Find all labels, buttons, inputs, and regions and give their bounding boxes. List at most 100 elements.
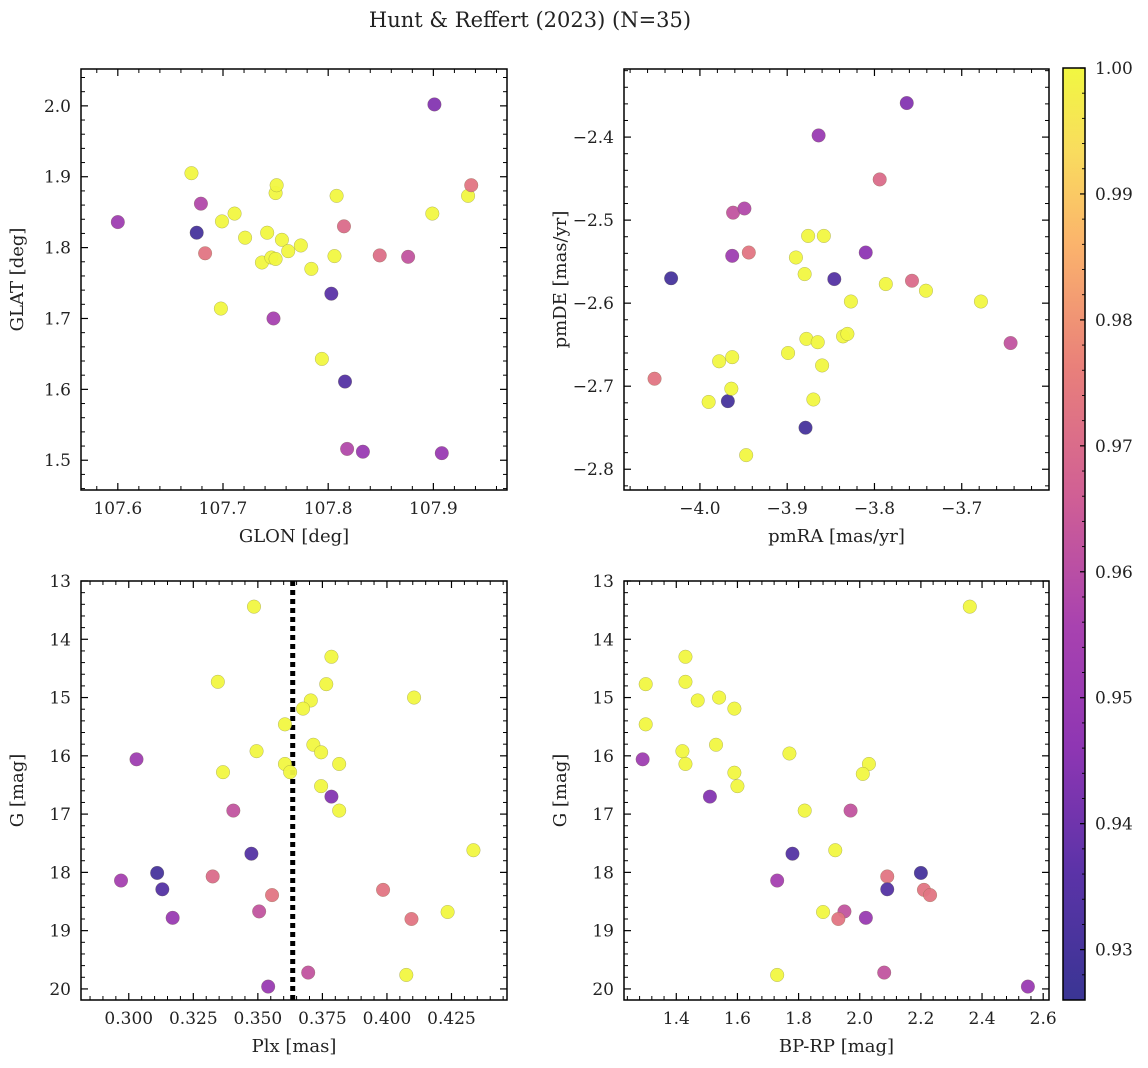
figure-title: Hunt & Reffert (2023) (N=35) (369, 8, 691, 32)
y-tick-label: 19 (592, 922, 614, 942)
data-point (827, 272, 842, 287)
y-axis-label: pmDE [mas/yr] (550, 211, 571, 349)
data-point (324, 286, 339, 301)
y-tick-label: 13 (592, 572, 614, 592)
y-tick-label: 13 (49, 572, 71, 592)
colorbar-tick-label: 0.97 (1095, 437, 1133, 457)
data-point (293, 238, 308, 253)
data-point (269, 178, 284, 193)
data-point (399, 967, 414, 982)
x-tick-label: −3.8 (854, 499, 895, 519)
data-point (466, 843, 481, 858)
data-point (797, 803, 812, 818)
plot-frame (80, 68, 508, 491)
data-point (274, 232, 289, 247)
y-tick-label: 15 (592, 689, 614, 709)
data-point (296, 701, 311, 716)
y-tick-label: −2.4 (573, 128, 614, 148)
x-tick-label: 2.2 (907, 1009, 934, 1029)
data-point (810, 335, 825, 350)
data-point (425, 206, 440, 221)
data-point (858, 245, 873, 260)
data-point (801, 228, 816, 243)
data-point (878, 277, 893, 292)
data-point (782, 746, 797, 761)
data-point (638, 717, 653, 732)
data-point (806, 392, 821, 407)
colorbar-tick-label: 0.93 (1095, 941, 1133, 961)
x-tick-label: 107.8 (304, 499, 353, 519)
x-tick-label: 0.425 (427, 1009, 476, 1029)
y-axis-label: G [mag] (550, 754, 571, 827)
data-point (664, 271, 679, 286)
data-point (770, 873, 785, 888)
data-point (855, 766, 870, 781)
x-tick-label: 0.350 (234, 1009, 283, 1029)
data-point (110, 215, 125, 230)
data-point (647, 371, 662, 386)
data-point (401, 249, 416, 264)
x-tick-label: 0.325 (169, 1009, 218, 1029)
y-axis-label: GLAT [deg] (7, 228, 28, 332)
data-point (193, 196, 208, 211)
data-point (283, 765, 298, 780)
data-point (788, 250, 803, 265)
data-point (880, 882, 895, 897)
data-point (277, 717, 292, 732)
data-point (244, 846, 259, 861)
y-tick-label: 20 (592, 980, 614, 1000)
data-point (265, 888, 280, 903)
data-point (690, 693, 705, 708)
x-axis-label: BP-RP [mag] (779, 1036, 894, 1057)
data-point (198, 246, 213, 261)
data-point (434, 446, 449, 461)
colorbar-tick-label: 0.99 (1095, 185, 1133, 205)
y-tick-label: 17 (49, 805, 71, 825)
data-point (214, 214, 229, 229)
x-axis-label: Plx [mas] (252, 1036, 337, 1057)
data-point (114, 873, 129, 888)
data-point (913, 865, 928, 880)
x-tick-label: 107.9 (409, 499, 458, 519)
x-tick-label: 2.0 (846, 1009, 873, 1029)
data-point (638, 677, 653, 692)
data-point (332, 803, 347, 818)
panel-plx-g: 0.300 0.325 0.350 0.375 0.400 0.425 13 14 15 16 17… (7, 572, 508, 1057)
data-point (1003, 336, 1018, 351)
data-point (314, 745, 329, 760)
data-point (816, 228, 831, 243)
data-point (701, 394, 716, 409)
data-point (329, 188, 344, 203)
y-tick-label: 1.6 (44, 380, 71, 400)
y-tick-label: 1.9 (44, 168, 71, 188)
data-point (843, 294, 858, 309)
y-tick-label: −2.6 (573, 294, 614, 314)
y-tick-label: 14 (49, 630, 71, 650)
colorbar: 0.93 0.94 0.95 0.96 0.97 0.98 0.99 1.00 (1062, 59, 1133, 1001)
y-tick-label: 16 (592, 747, 614, 767)
panel-glon-glat: 107.6 107.7 107.8 107.9 1.5 1.6 1.7 1.8 1.9 2.0 GL… (7, 68, 508, 547)
data-point (712, 354, 727, 369)
data-point (129, 752, 144, 767)
colorbar-tick-label: 1.00 (1095, 59, 1133, 79)
data-point (678, 649, 693, 664)
data-point (899, 96, 914, 111)
data-point (816, 905, 831, 920)
data-point (702, 789, 717, 804)
data-point (407, 690, 422, 705)
x-tick-label: 0.375 (298, 1009, 347, 1029)
panel-bprp-g: 1.4 1.6 1.8 2.0 2.2 2.4 2.6 13 14 15 16 17 18 19 20 BP-… (550, 572, 1057, 1057)
data-point (973, 294, 988, 309)
data-point (739, 448, 754, 463)
data-point (427, 97, 442, 112)
data-point (266, 311, 281, 326)
data-point (923, 888, 938, 903)
data-point (340, 441, 355, 456)
data-point (404, 911, 419, 926)
data-point (858, 910, 873, 925)
x-axis-label: pmRA [mas/yr] (768, 526, 905, 547)
data-point (332, 756, 347, 771)
colorbar-tick-label: 0.98 (1095, 311, 1133, 331)
data-point (904, 273, 919, 288)
